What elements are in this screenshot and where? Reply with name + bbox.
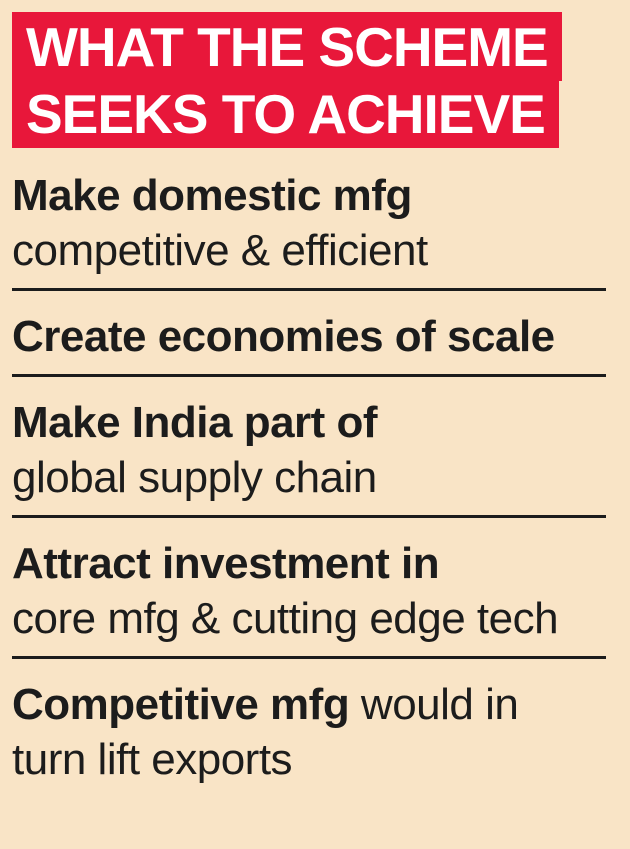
- objective-3-title: Make India part of: [12, 398, 378, 447]
- objective-item-5: Competitive mfg would in turn lift expor…: [12, 677, 608, 787]
- objective-5-inline: would in: [349, 680, 519, 729]
- objective-item-1: Make domestic mfg competitive & efficien…: [12, 168, 608, 278]
- headline-line-2: SEEKS TO ACHIEVE: [12, 81, 559, 148]
- objective-5-detail: turn lift exports: [12, 735, 293, 784]
- headline: WHAT THE SCHEME SEEKS TO ACHIEVE: [12, 12, 608, 148]
- objective-3-detail: global supply chain: [12, 453, 377, 502]
- divider: [12, 374, 606, 377]
- objective-1-title: Make domestic mfg: [12, 171, 412, 220]
- divider: [12, 515, 606, 518]
- divider: [12, 288, 606, 291]
- objective-1-detail: competitive & efficient: [12, 226, 428, 275]
- objective-5-title: Competitive mfg: [12, 680, 350, 729]
- objectives-list: Make domestic mfg competitive & efficien…: [12, 168, 608, 787]
- objective-item-2: Create economies of scale: [12, 309, 608, 364]
- objective-4-title: Attract investment in: [12, 539, 440, 588]
- headline-line-1: WHAT THE SCHEME: [12, 12, 562, 81]
- objective-item-4: Attract investment in core mfg & cutting…: [12, 536, 608, 646]
- objective-item-3: Make India part of global supply chain: [12, 395, 608, 505]
- divider: [12, 656, 606, 659]
- objective-5-first-line: Competitive mfg would in: [12, 677, 608, 732]
- objective-4-detail: core mfg & cutting edge tech: [12, 594, 559, 643]
- objective-2-title: Create economies of scale: [12, 312, 555, 361]
